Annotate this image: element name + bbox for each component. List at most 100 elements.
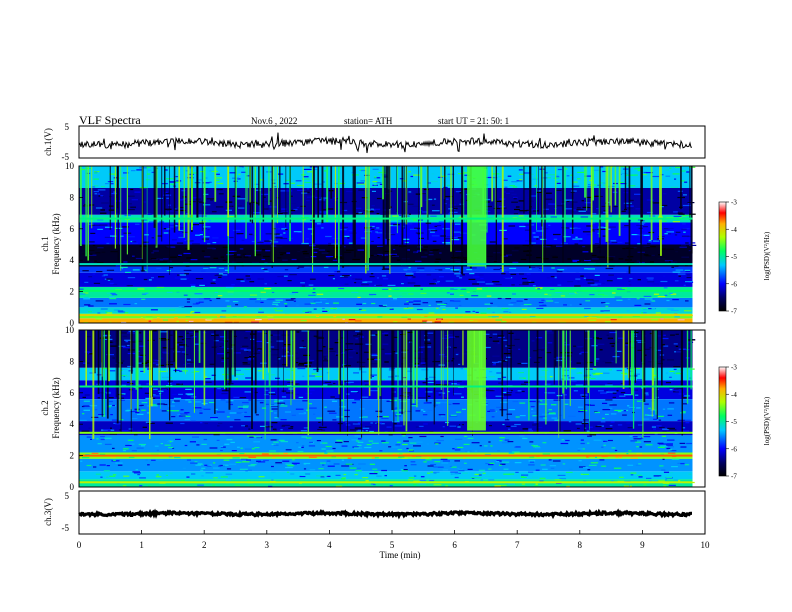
ch1-spectrogram-speckle bbox=[480, 312, 487, 314]
ch1-spectrogram-speckle bbox=[636, 260, 641, 262]
ch2-spectrogram-speckle bbox=[636, 453, 642, 455]
ch2-spectrogram-speckle bbox=[665, 382, 671, 384]
ch1-spectrogram-speckle bbox=[207, 229, 210, 231]
ch2-spectrogram-speckle bbox=[265, 426, 273, 428]
ch1-spectrogram-speckle bbox=[176, 242, 184, 244]
ch2-spectrogram-speckle bbox=[321, 448, 326, 450]
ch1-spectrogram-speckle bbox=[405, 223, 413, 225]
ch1-spectrogram-speckle bbox=[286, 252, 291, 254]
ch1-spectrogram-speckle bbox=[598, 227, 607, 229]
ch1-spectrogram-speckle bbox=[221, 310, 227, 312]
ch2-spectrogram-speckle bbox=[624, 373, 628, 375]
ch2-spectrogram-speckle bbox=[350, 391, 358, 393]
ch1-spectrogram-speckle bbox=[643, 295, 652, 297]
ch2-spectrogram-speckle bbox=[288, 427, 294, 429]
ch2-spectrogram-speckle bbox=[248, 465, 255, 467]
ch1-spectrogram-speckle bbox=[147, 169, 152, 171]
ch2-spectrogram-speckle bbox=[281, 403, 285, 405]
ch2-spectrogram-speckle bbox=[596, 338, 603, 340]
ch2-spectrogram-speckle bbox=[346, 331, 352, 333]
ch1-spectrogram-speckle bbox=[214, 281, 219, 283]
ch2-spectrogram-speckle bbox=[395, 352, 398, 354]
ch2-spectrogram-speckle bbox=[182, 415, 191, 417]
ch1-spectrogram-speckle bbox=[197, 210, 203, 212]
ch2-spectrogram-speckle bbox=[221, 390, 229, 392]
ch1-spectrogram-speckle bbox=[445, 238, 452, 240]
ch1-spectrogram-speckle bbox=[428, 254, 434, 256]
ch2-spectrogram-speckle bbox=[492, 389, 496, 391]
ch2-spectrogram-speckle bbox=[109, 433, 118, 435]
ch1-spectrogram-speckle bbox=[514, 208, 520, 211]
ch2-spectrogram-sferic bbox=[228, 330, 231, 410]
ch2-spectrogram-speckle bbox=[636, 400, 645, 402]
ch2-spectrogram-sferic bbox=[594, 330, 596, 366]
ch1-spectrogram-speckle bbox=[450, 308, 458, 310]
ch2-spectrogram-speckle bbox=[216, 439, 220, 441]
ch2-spectrogram-speckle bbox=[374, 457, 379, 459]
ch2-spectrogram-speckle bbox=[97, 392, 106, 394]
ch2-spectrogram-speckle bbox=[356, 392, 359, 394]
ch1-spectrogram-speckle bbox=[228, 250, 237, 252]
ch2-spectrogram-speckle bbox=[667, 446, 674, 448]
ch2-spectrogram-speckle bbox=[410, 403, 417, 405]
ch2-spectrogram-speckle bbox=[545, 330, 552, 332]
ch1-spectrogram-speckle bbox=[338, 255, 343, 257]
ch1-spectrogram-speckle bbox=[514, 247, 520, 249]
ch2-spectrogram-speckle bbox=[557, 474, 566, 476]
ch1-spectrogram-speckle bbox=[103, 274, 108, 276]
ch1-spectrogram-speckle bbox=[297, 231, 302, 233]
ch1-spectrogram-sferic bbox=[114, 166, 116, 249]
ch1-spectrogram-speckle bbox=[677, 212, 683, 214]
ch1-spectrogram-speckle bbox=[326, 257, 330, 259]
ch1-spectrogram-speckle bbox=[471, 295, 479, 297]
ch2-spectrogram-speckle bbox=[419, 362, 426, 364]
ch1-spectrogram-speckle bbox=[516, 300, 524, 302]
ch2-spectrogram-speckle bbox=[471, 477, 475, 479]
ch1-spectrogram-speckle bbox=[175, 225, 178, 227]
ch1-spectrogram-speckle bbox=[108, 209, 115, 211]
ch2-spectrogram-speckle bbox=[654, 361, 663, 363]
ch1-spectrogram-speckle bbox=[337, 287, 344, 289]
ch2-spectrogram-speckle bbox=[403, 469, 408, 471]
ch1-spectrogram-speckle bbox=[675, 269, 684, 271]
ch1-spectrogram-speckle bbox=[91, 186, 96, 188]
ch2-spectrogram-speckle bbox=[86, 336, 91, 338]
ch2-spectrogram-speckle bbox=[562, 463, 566, 465]
ch2-spectrogram-speckle bbox=[477, 483, 485, 485]
ch2-spectrogram-speckle bbox=[83, 409, 90, 411]
ch1-spectrogram-speckle bbox=[459, 207, 467, 209]
ch1-spectrogram-speckle bbox=[165, 169, 168, 171]
ch1-spectrogram-speckle bbox=[588, 184, 591, 186]
ch1-spectrogram-speckle bbox=[362, 302, 367, 305]
ch2-spectrogram-speckle bbox=[448, 380, 452, 382]
ch1-spectrogram-speckle bbox=[143, 278, 148, 281]
ch1-spectrogram-speckle bbox=[303, 168, 312, 170]
ch1-spectrogram-speckle bbox=[136, 169, 142, 171]
ch1-spectrogram-speckle bbox=[459, 277, 463, 279]
ch1-spectrogram-speckle bbox=[634, 304, 642, 306]
ch1-spectrogram-speckle bbox=[90, 232, 96, 234]
ch1-spectrogram-speckle bbox=[328, 244, 334, 246]
ch2-spectrogram-speckle bbox=[632, 436, 638, 438]
ch2-spectrogram-speckle bbox=[457, 380, 462, 383]
ch2-spectrogram-speckle bbox=[270, 334, 273, 336]
ch2-spectrogram-speckle bbox=[577, 346, 583, 348]
ch1-spectrogram-speckle bbox=[376, 197, 382, 200]
ch1-waveform-frame bbox=[78, 125, 706, 159]
ch1-spectrogram-speckle bbox=[589, 294, 595, 296]
ch2-spectrogram-speckle bbox=[201, 475, 204, 477]
ch1-spectrogram-speckle bbox=[543, 319, 550, 321]
ch2-spectrogram-speckle bbox=[394, 407, 398, 409]
ch2-spectrogram-speckle bbox=[345, 343, 354, 345]
ch1-spectrogram-speckle bbox=[117, 310, 124, 312]
ch1-spectrogram-speckle bbox=[448, 208, 456, 210]
ch1-spectrogram-speckle bbox=[271, 291, 275, 293]
ch2-spectrogram-speckle bbox=[273, 429, 277, 431]
ch2-spectrogram-speckle bbox=[111, 419, 119, 421]
ch2-spectrogram-speckle bbox=[524, 381, 531, 383]
ch2-spectrogram-speckle bbox=[645, 394, 649, 396]
ch2-spectrogram-speckle bbox=[239, 397, 247, 399]
ch2-spectrogram-speckle bbox=[565, 439, 570, 442]
ch2-spectrogram-sferic bbox=[119, 330, 121, 421]
ch1-spectrogram-speckle bbox=[582, 231, 591, 233]
